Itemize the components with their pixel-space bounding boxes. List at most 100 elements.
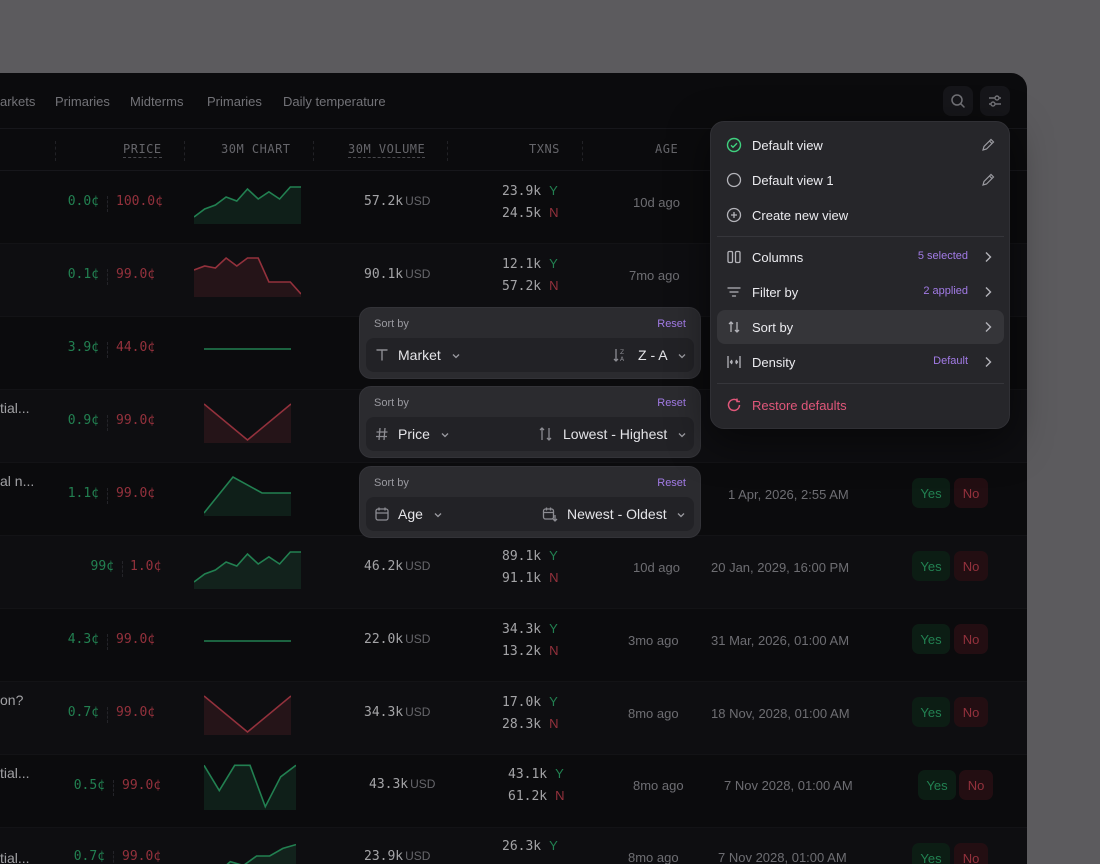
txns-no-value: 91.1k bbox=[502, 571, 542, 586]
reset-button[interactable]: Reset bbox=[657, 397, 686, 409]
sort-field-select[interactable]: Market bbox=[398, 347, 461, 363]
buy-no-button[interactable]: No bbox=[954, 478, 988, 508]
buy-no-button[interactable]: No bbox=[954, 843, 988, 864]
menu-item-create-view[interactable]: Create new view bbox=[717, 198, 1004, 232]
txns-yes: 23.9k Y bbox=[502, 183, 558, 199]
price-no: 1.0¢ bbox=[130, 559, 162, 574]
price-separator bbox=[107, 269, 108, 285]
table-row[interactable]: 0.0¢ 100.0¢ 57.2k USD 23.9k Y 24.5k N 10d a… bbox=[0, 171, 1027, 244]
buy-yes-button[interactable]: Yes bbox=[912, 697, 950, 727]
pencil-icon[interactable] bbox=[980, 172, 996, 188]
price-no: 100.0¢ bbox=[116, 194, 163, 209]
date-cell: 1 Apr, 2026, 2:55 AM bbox=[728, 487, 849, 502]
column-separator bbox=[184, 141, 185, 161]
reset-button[interactable]: Reset bbox=[657, 477, 686, 489]
txns-yes: 12.1k Y bbox=[502, 256, 558, 272]
columns-badge: 5 selected bbox=[917, 250, 968, 262]
table-row[interactable]: tial... 0.5¢ 99.0¢ 43.3k USD 43.1k Y 61.2k… bbox=[0, 755, 1027, 828]
txns-no: 24.5k N bbox=[502, 205, 559, 221]
sparkline bbox=[194, 186, 301, 224]
hash-icon bbox=[374, 426, 390, 442]
volume-cell: 34.3k USD bbox=[364, 705, 430, 720]
table-row[interactable]: 99¢ 1.0¢ 46.2k USD 89.1k Y 91.1k N 10d ago … bbox=[0, 536, 1027, 609]
sort-field-label: Age bbox=[398, 506, 423, 522]
market-name[interactable]: tial... bbox=[0, 765, 30, 781]
buy-no-button[interactable]: No bbox=[954, 551, 988, 581]
sparkline bbox=[194, 256, 301, 297]
column-header-volume[interactable]: 30M VOLUME bbox=[348, 142, 426, 158]
volume-cell: 43.3k USD bbox=[369, 777, 435, 792]
chevron-right-icon bbox=[980, 319, 996, 335]
buy-yes-button[interactable]: Yes bbox=[918, 770, 956, 800]
no-marker: N bbox=[549, 570, 559, 585]
view-settings-button[interactable] bbox=[980, 86, 1010, 116]
buy-yes-button[interactable]: Yes bbox=[912, 624, 950, 654]
chevron-down-icon bbox=[451, 351, 461, 361]
menu-item-filter[interactable]: Filter by 2 applied bbox=[717, 275, 1004, 309]
column-header-age[interactable]: AGE bbox=[655, 142, 679, 156]
reset-button[interactable]: Reset bbox=[657, 318, 686, 330]
column-header-txns[interactable]: TXNS bbox=[529, 142, 560, 156]
sort-order-select[interactable]: Lowest - Highest bbox=[563, 426, 687, 442]
menu-item-sort[interactable]: Sort by bbox=[717, 310, 1004, 344]
market-name[interactable]: tial... bbox=[0, 400, 30, 416]
sort-card-price: Sort by Reset Price Lowest - Highest bbox=[359, 386, 701, 458]
tab-primaries[interactable]: Primaries bbox=[55, 94, 110, 109]
market-name[interactable]: on? bbox=[0, 692, 24, 708]
buy-yes-button[interactable]: Yes bbox=[912, 551, 950, 581]
tab-primaries-2[interactable]: Primaries bbox=[207, 94, 262, 109]
buy-yes-button[interactable]: Yes bbox=[912, 843, 950, 864]
txns-no-value: 13.2k bbox=[502, 644, 542, 659]
sort-field-select[interactable]: Price bbox=[398, 426, 450, 442]
sort-card-label: Sort by bbox=[374, 477, 409, 489]
txns-no: 91.1k N bbox=[502, 570, 559, 586]
market-name[interactable]: tial... bbox=[0, 850, 30, 864]
market-name[interactable]: al n... bbox=[0, 473, 35, 489]
sort-field-select[interactable]: Age bbox=[398, 506, 443, 522]
price-yes: 0.5¢ bbox=[73, 778, 105, 793]
no-marker: N bbox=[549, 716, 559, 731]
menu-item-label: Sort by bbox=[752, 320, 794, 335]
menu-item-columns[interactable]: Columns 5 selected bbox=[717, 240, 1004, 274]
column-header-price[interactable]: PRICE bbox=[123, 142, 162, 158]
age-cell: 8mo ago bbox=[628, 706, 679, 721]
date-cell: 20 Jan, 2029, 16:00 PM bbox=[711, 560, 850, 575]
buy-no-button[interactable]: No bbox=[954, 624, 988, 654]
menu-item-default-view-1[interactable]: Default view 1 bbox=[717, 163, 1004, 197]
volume-cell: 23.9k USD bbox=[364, 849, 430, 864]
menu-item-label: Columns bbox=[752, 250, 804, 265]
volume-value: 57.2k bbox=[364, 194, 404, 209]
sort-order-select[interactable]: Z - A bbox=[638, 347, 687, 363]
buy-no-button[interactable]: No bbox=[959, 770, 993, 800]
tab-markets[interactable]: arkets bbox=[0, 94, 36, 109]
tab-midterms[interactable]: Midterms bbox=[130, 94, 184, 109]
tab-daily-temperature[interactable]: Daily temperature bbox=[283, 94, 386, 109]
yes-marker: Y bbox=[555, 766, 564, 781]
txns-yes: 43.1k Y bbox=[508, 766, 564, 782]
chevron-down-icon bbox=[676, 510, 686, 520]
buy-yes-button[interactable]: Yes bbox=[912, 478, 950, 508]
search-button[interactable] bbox=[943, 86, 973, 116]
yes-marker: Y bbox=[549, 621, 558, 636]
table-row[interactable]: tial... 0.7¢ 99.0¢ 23.9k USD 26.3k Y 8mo a… bbox=[0, 828, 1027, 864]
txns-yes: 26.3k Y bbox=[502, 838, 558, 854]
menu-item-label: Restore defaults bbox=[752, 398, 847, 413]
table-row[interactable]: on? 0.7¢ 99.0¢ 34.3k USD 17.0k Y 28.3k N 8m… bbox=[0, 682, 1027, 755]
sort-order-select[interactable]: Newest - Oldest bbox=[567, 506, 686, 522]
age-cell: 10d ago bbox=[633, 195, 680, 210]
column-header-chart[interactable]: 30M CHART bbox=[221, 142, 291, 156]
menu-item-default-view[interactable]: Default view bbox=[717, 128, 1004, 162]
pencil-icon[interactable] bbox=[980, 137, 996, 153]
buy-no-button[interactable]: No bbox=[954, 697, 988, 727]
txns-yes-value: 43.1k bbox=[508, 767, 548, 782]
menu-item-density[interactable]: Density Default bbox=[717, 345, 1004, 379]
no-marker: N bbox=[549, 205, 559, 220]
menu-item-restore-defaults[interactable]: Restore defaults bbox=[717, 388, 1004, 422]
sort-card-label: Sort by bbox=[374, 318, 409, 330]
restore-icon bbox=[726, 397, 742, 413]
txns-no-value: 61.2k bbox=[508, 789, 548, 804]
table-row[interactable]: 4.3¢ 99.0¢ 22.0k USD 34.3k Y 13.2k N 3mo ag… bbox=[0, 609, 1027, 682]
price-separator bbox=[122, 561, 123, 577]
